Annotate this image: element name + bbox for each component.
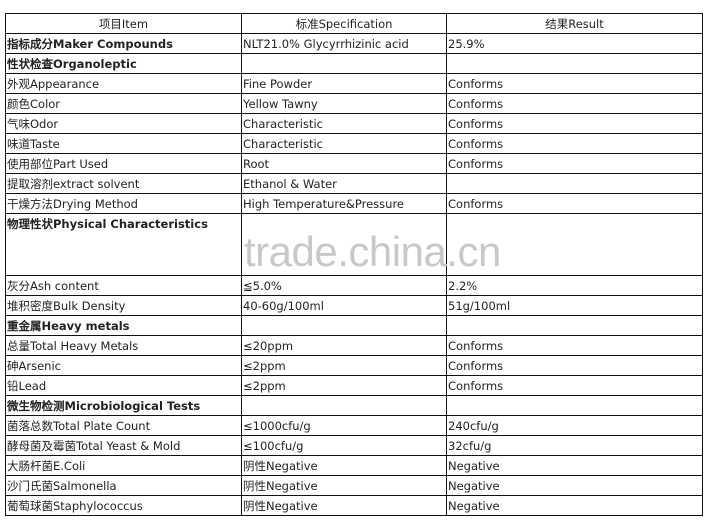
table-row: 外观Appearance Fine Powder Conforms (5, 73, 703, 94)
cell-item: 外观Appearance (5, 73, 242, 94)
cell-item: 物理性状Physical Characteristics (5, 213, 242, 276)
cell-spec: ≤100cfu/g (241, 435, 447, 456)
cell-spec: Root (241, 153, 447, 174)
cell-result: Conforms (446, 133, 703, 154)
cell-item: 沙门氏菌Salmonella (5, 475, 242, 496)
cell-item: 铅Lead (5, 375, 242, 396)
table-row: 砷Arsenic ≤2ppm Conforms (5, 355, 703, 376)
cell-item: 重金属Heavy metals (5, 315, 242, 336)
cell-spec: NLT21.0% Glycyrrhizinic acid (241, 33, 447, 54)
table-header-row: 项目Item 标准Specification 结果Result (5, 13, 703, 34)
cell-result: Negative (446, 495, 703, 516)
cell-item: 灰分Ash content (5, 275, 242, 296)
cell-spec: ≤1000cfu/g (241, 415, 447, 436)
table-row: 酵母菌及霉菌Total Yeast & Mold ≤100cfu/g 32cfu/g (5, 435, 703, 456)
cell-result: Conforms (446, 335, 703, 356)
cell-result: Negative (446, 475, 703, 496)
cell-result: Conforms (446, 73, 703, 94)
cell-item: 葡萄球菌Staphylococcus (5, 495, 242, 516)
cell-item: 味道Taste (5, 133, 242, 154)
cell-item: 气味Odor (5, 113, 242, 134)
cell-item: 砷Arsenic (5, 355, 242, 376)
cell-spec: High Temperature&Pressure (241, 193, 447, 214)
table-row: 菌落总数Total Plate Count ≤1000cfu/g 240cfu/g (5, 415, 703, 436)
table-row: 大肠杆菌E.Coli 阴性Negative Negative (5, 455, 703, 476)
table-row: 颜色Color Yellow Tawny Conforms (5, 93, 703, 114)
cell-spec: ≤20ppm (241, 335, 447, 356)
cell-item: 指标成分Maker Compounds (5, 33, 242, 54)
table-row: 灰分Ash content ≦5.0% 2.2% (5, 275, 703, 296)
table-row: 指标成分Maker Compounds NLT21.0% Glycyrrhizin… (5, 33, 703, 54)
table-row: 微生物检测Microbiological Tests (5, 395, 703, 416)
table-row: 使用部位Part Used Root Conforms (5, 153, 703, 174)
cell-item: 干燥方法Drying Method (5, 193, 242, 214)
cell-spec: Characteristic (241, 113, 447, 134)
cell-result: 240cfu/g (446, 415, 703, 436)
cell-item: 总量Total Heavy Metals (5, 335, 242, 356)
cell-item: 堆积密度Bulk Density (5, 295, 242, 316)
table-row: 味道Taste Characteristic Conforms (5, 133, 703, 154)
cell-item: 酵母菌及霉菌Total Yeast & Mold (5, 435, 242, 456)
header-result: 结果Result (446, 13, 703, 34)
cell-item: 使用部位Part Used (5, 153, 242, 174)
cell-result: Conforms (446, 93, 703, 114)
cell-spec: 40-60g/100ml (241, 295, 447, 316)
cell-result (446, 173, 703, 194)
cell-item: 微生物检测Microbiological Tests (5, 395, 242, 416)
header-specification: 标准Specification (241, 13, 447, 34)
cell-result (446, 315, 703, 336)
cell-result: Conforms (446, 375, 703, 396)
cell-spec: 阴性Negative (241, 475, 447, 496)
cell-result: Negative (446, 455, 703, 476)
table-row: 堆积密度Bulk Density 40-60g/100ml 51g/100ml (5, 295, 703, 316)
cell-spec: Characteristic (241, 133, 447, 154)
cell-result: Conforms (446, 193, 703, 214)
cell-spec: ≤2ppm (241, 355, 447, 376)
table-row: 沙门氏菌Salmonella 阴性Negative Negative (5, 475, 703, 496)
cell-spec: Yellow Tawny (241, 93, 447, 114)
table-row: 提取溶剂extract solvent Ethanol & Water (5, 173, 703, 194)
cell-item: 大肠杆菌E.Coli (5, 455, 242, 476)
cell-spec (241, 53, 447, 74)
cell-result: Conforms (446, 355, 703, 376)
cell-item: 性状检查Organoleptic (5, 53, 242, 74)
table-row: 重金属Heavy metals (5, 315, 703, 336)
specification-table: 项目Item 标准Specification 结果Result 指标成分Make… (5, 13, 703, 516)
table-row: 总量Total Heavy Metals ≤20ppm Conforms (5, 335, 703, 356)
cell-spec: 阴性Negative (241, 495, 447, 516)
cell-spec: 阴性Negative (241, 455, 447, 476)
cell-result: 51g/100ml (446, 295, 703, 316)
table-row: 铅Lead ≤2ppm Conforms (5, 375, 703, 396)
cell-spec: ≦5.0% (241, 275, 447, 296)
cell-result: Conforms (446, 153, 703, 174)
cell-spec (241, 315, 447, 336)
cell-spec: Ethanol & Water (241, 173, 447, 194)
watermark: trade.china.cn (244, 228, 501, 275)
table-row: 性状检查Organoleptic (5, 53, 703, 74)
cell-item: 提取溶剂extract solvent (5, 173, 242, 194)
table-row: 干燥方法Drying Method High Temperature&Pressu… (5, 193, 703, 214)
table-row: 气味Odor Characteristic Conforms (5, 113, 703, 134)
header-item: 项目Item (5, 13, 242, 34)
cell-result (446, 53, 703, 74)
cell-result: 25.9% (446, 33, 703, 54)
cell-result (446, 395, 703, 416)
cell-item: 颜色Color (5, 93, 242, 114)
table-row: 物理性状Physical Characteristics (5, 213, 703, 276)
cell-result: Conforms (446, 113, 703, 134)
cell-spec (241, 395, 447, 416)
cell-item: 菌落总数Total Plate Count (5, 415, 242, 436)
table-row: 葡萄球菌Staphylococcus 阴性Negative Negative (5, 495, 703, 516)
cell-result: 2.2% (446, 275, 703, 296)
cell-result: 32cfu/g (446, 435, 703, 456)
cell-spec: Fine Powder (241, 73, 447, 94)
cell-spec: ≤2ppm (241, 375, 447, 396)
